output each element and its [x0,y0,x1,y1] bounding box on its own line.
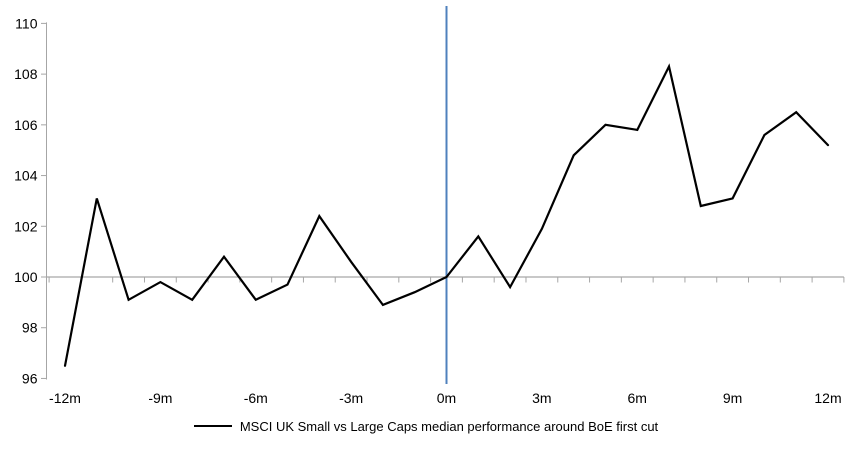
y-tick-label: 110 [15,15,38,31]
y-tick-label: 108 [14,66,38,82]
legend-label: MSCI UK Small vs Large Caps median perfo… [239,418,659,434]
x-tick-label: -12m [49,390,81,406]
x-tick-label: 6m [628,390,647,406]
x-tick-label: 3m [532,390,551,406]
x-tick-label: -6m [244,390,268,406]
x-tick-label: 12m [814,390,841,406]
x-tick-label: -9m [148,390,172,406]
x-tick-label: -3m [339,390,363,406]
y-tick-label: 100 [14,269,38,285]
y-tick-label: 102 [14,218,38,234]
y-tick-label: 106 [14,117,38,133]
y-tick-label: 96 [22,370,38,386]
x-tick-label: 9m [723,390,742,406]
x-tick-label: 0m [437,390,456,406]
y-tick-label: 104 [14,168,38,184]
y-tick-label: 98 [22,320,38,336]
legend: MSCI UK Small vs Large Caps median perfo… [0,414,852,438]
series-line [63,63,830,367]
legend-line-swatch [193,425,232,427]
